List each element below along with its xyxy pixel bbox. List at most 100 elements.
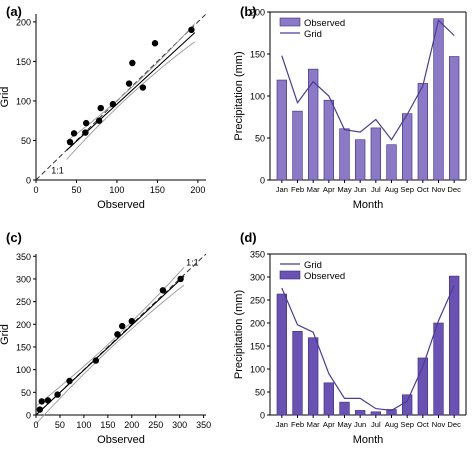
x-tick-label: 100 [76,420,91,430]
x-tick-label: Oct [417,185,430,194]
y-tick-label: 0 [26,411,31,421]
x-tick-label: 350 [196,420,211,430]
data-point [66,377,73,385]
y-axis-label: Precipitation (mm) [233,51,245,140]
panel-c: (c) 0 50 100 150 200 250 300 350 0 50 100 150 200 250 3… [0,230,211,446]
panel-a: (a) 0 50 100 150 200 0 50 100 150 200 Grid Observed 1… [0,4,207,211]
data-point [139,84,147,91]
bar-observed [433,18,444,181]
x-tick-label: Feb [291,185,304,194]
data-point [97,104,104,112]
x-tick-label: 150 [150,185,165,195]
x-tick-label: Sep [400,185,414,194]
bar-observed [339,128,350,181]
bar-observed [323,382,334,416]
bar-observed [449,56,460,181]
y-tick-label: 350 [250,250,265,260]
x-tick-label: 100 [109,185,124,195]
x-tick-label: Jan [276,185,288,194]
bar-observed [386,144,397,181]
panel-d: (d) 0 50 100 150 200 250 300 350 Precipitation (m… [233,230,467,446]
data-point [66,138,74,146]
grid-line-series [281,285,455,412]
bar-observed [449,275,460,416]
data-point [82,119,90,127]
y-axis-label: Precipitation (mm) [233,290,245,379]
y-tick-label: 300 [250,273,265,283]
confidence-band-line [36,267,185,407]
x-tick-label: Nov [432,185,446,194]
x-tick-label: 250 [148,420,163,430]
y-tick-label: 250 [16,297,31,307]
x-tick-label: Dec [447,185,461,194]
x-tick-label: Feb [291,420,304,429]
y-tick-label: 200 [16,17,31,27]
bar-observed [292,330,303,416]
data-point [125,80,133,87]
x-axis-label: Month [353,199,384,211]
y-tick-label: 200 [250,8,265,18]
bar-observed [292,110,303,181]
y-tick-label: 150 [16,342,31,352]
bar-observed [433,322,444,416]
x-tick-label: Jun [354,185,366,194]
y-tick-label: 100 [16,96,31,106]
bar-observed [323,99,334,181]
legend-label: Grid [304,260,322,271]
x-tick-label: Jan [276,420,288,429]
x-tick-label: 50 [55,420,65,430]
data-point [70,130,78,137]
data-point [151,40,159,47]
x-tick-label: Apr [323,185,335,194]
data-point [36,406,44,413]
y-axis-label: Grid [0,324,11,345]
data-point [95,117,103,124]
panel-label: (c) [6,230,22,245]
x-axis-label: Observed [97,434,145,446]
one-to-one-line [35,253,207,416]
x-tick-label: 0 [33,420,38,430]
x-tick-label: 200 [190,185,205,195]
bar-observed [402,394,413,416]
legend-label: Observed [304,271,345,282]
x-tick-label: Jul [371,420,381,429]
data-point [82,129,89,136]
x-tick-label: Mar [307,420,321,429]
x-tick-label: May [337,420,352,429]
y-tick-label: 200 [250,319,265,329]
y-tick-label: 0 [260,176,265,186]
x-tick-label: Apr [323,420,335,429]
x-tick-label: Aug [385,185,399,194]
panel-label: (a) [6,4,22,19]
bar-observed [355,139,366,181]
y-tick-label: 50 [21,136,31,146]
data-point [118,322,126,330]
confidence-band-line [66,41,196,160]
regression-line [36,275,185,415]
x-tick-label: Mar [307,185,321,194]
x-tick-label: Nov [432,420,446,429]
x-axis-label: Month [353,434,384,446]
bar-observed [370,411,381,416]
data-point [114,331,121,338]
confidence-band-line [36,284,185,424]
x-tick-label: Sep [400,420,414,429]
bar-observed [402,113,413,181]
y-tick-label: 50 [255,134,265,144]
data-point [177,275,184,283]
y-tick-label: 300 [16,274,31,284]
legend-label: Observed [304,18,345,29]
y-tick-label: 0 [260,411,265,421]
data-point [129,59,136,67]
legend-bar-swatch [279,270,301,280]
x-tick-label: Oct [417,420,430,429]
x-tick-label: 150 [100,420,115,430]
y-tick-label: 50 [21,388,31,398]
y-tick-label: 100 [250,365,265,375]
bar-observed [276,293,287,416]
y-tick-label: 0 [26,176,31,186]
bar-observed [370,127,381,181]
data-point [44,397,52,404]
data-point [92,357,100,364]
